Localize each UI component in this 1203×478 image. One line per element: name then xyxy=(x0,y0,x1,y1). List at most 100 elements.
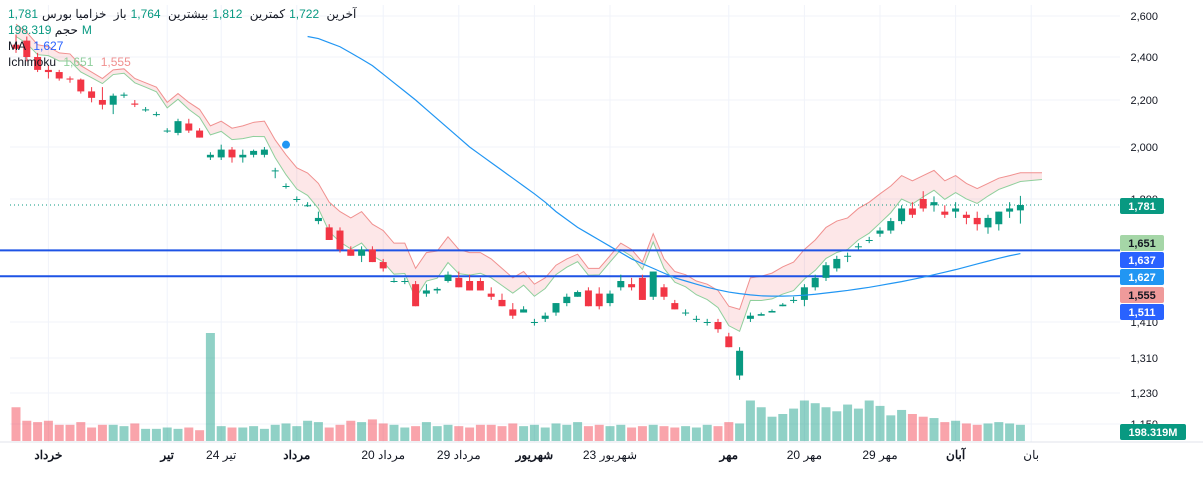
volume-bar xyxy=(76,422,86,441)
volume-bar xyxy=(227,427,237,441)
volume-bar xyxy=(389,424,399,441)
volume-bar xyxy=(756,407,766,441)
ichimoku-span-b xyxy=(15,23,1042,310)
low-label: کمترین xyxy=(249,7,286,21)
candle-body xyxy=(908,208,916,215)
candle-body xyxy=(714,322,722,330)
close-label: آخرین xyxy=(326,7,357,21)
volume-bar xyxy=(778,414,788,441)
volume-bar xyxy=(810,403,820,441)
candle-body xyxy=(131,103,139,105)
candle-body xyxy=(422,290,430,294)
volume-bar xyxy=(497,426,507,441)
volume-bar xyxy=(238,427,248,441)
candle-body xyxy=(606,293,614,304)
candle-body xyxy=(142,109,150,111)
volume-bars xyxy=(11,333,1025,441)
price-badge-label: 1,637 xyxy=(1128,255,1156,267)
time-axis: خرداد تیر 24 تیر مرداد 20 مرداد 29 مرداد شهریو… xyxy=(34,446,1039,463)
volume-bar xyxy=(637,426,647,441)
volume-bar xyxy=(400,427,410,441)
candle-body xyxy=(77,79,85,92)
volume-bar xyxy=(465,427,475,441)
volume-bar xyxy=(173,428,183,441)
volume-bar xyxy=(529,424,539,441)
volume-badge-bg xyxy=(1120,424,1186,440)
candle-body xyxy=(336,230,344,250)
candle-body xyxy=(1016,204,1024,211)
price-badge-label: 1,555 xyxy=(1128,290,1156,302)
volume-bar xyxy=(886,415,896,441)
volume-bar xyxy=(562,424,572,441)
candle-body xyxy=(347,249,355,256)
volume-bar xyxy=(724,422,734,441)
candle-body xyxy=(628,284,636,288)
volume-bar xyxy=(864,400,874,441)
x-tick-label: آبان xyxy=(946,446,967,462)
volume-bar xyxy=(119,426,129,441)
volume-bar xyxy=(475,424,485,441)
candle-body xyxy=(671,303,679,310)
volume-bar xyxy=(141,428,151,441)
volume-bar xyxy=(443,424,453,441)
candle-body xyxy=(941,211,949,215)
candle-body xyxy=(412,284,420,307)
x-tick-label: 23 شهریور xyxy=(583,448,637,462)
volume-bar xyxy=(270,424,280,441)
candle-body xyxy=(163,130,171,132)
candle-body xyxy=(304,205,312,207)
ichimoku-value-1: 1,651 xyxy=(63,55,94,69)
volume-bar xyxy=(605,426,615,441)
candle-body xyxy=(228,149,236,158)
candle-body xyxy=(962,214,970,218)
candle-body xyxy=(530,322,538,323)
price-badge-bg xyxy=(1120,252,1164,268)
volume-bar xyxy=(821,407,831,441)
volume-bar xyxy=(702,424,712,441)
volume-bar xyxy=(151,428,161,441)
candle-body xyxy=(271,170,279,172)
x-tick-label: تیر xyxy=(159,448,174,463)
high-value: 1,812 xyxy=(212,7,243,21)
volume-bar xyxy=(313,422,323,441)
candle-body xyxy=(379,262,387,269)
volume-bar xyxy=(659,426,669,441)
volume-bar xyxy=(108,424,118,441)
candle-body xyxy=(120,94,128,96)
volume-bar xyxy=(832,411,842,441)
volume-bar xyxy=(97,424,107,441)
volume-bar xyxy=(972,424,982,441)
candle-body xyxy=(487,293,495,297)
volume-bar xyxy=(735,423,745,441)
candle-body xyxy=(466,281,474,291)
candle-body xyxy=(865,240,873,241)
candle-body xyxy=(887,221,895,231)
volume-bar xyxy=(691,427,701,441)
volume-bar xyxy=(519,426,529,441)
volume-bar xyxy=(486,424,496,441)
candle-body xyxy=(206,154,214,158)
volume-bar xyxy=(454,426,464,441)
x-tick-label: 29 مهر xyxy=(862,448,897,462)
price-badge-label: 1,627 xyxy=(1128,272,1156,284)
candle-body xyxy=(984,217,992,228)
volume-bar xyxy=(367,419,377,441)
volume-row: حجم 198.319M xyxy=(8,22,360,38)
ichimoku-span-a xyxy=(15,36,1043,333)
candle-body xyxy=(250,150,258,155)
candle-body xyxy=(617,281,625,288)
ma-label: MA xyxy=(8,39,26,53)
x-tick-label: 20 مهر xyxy=(787,448,822,462)
candle-body xyxy=(563,296,571,304)
candle-body xyxy=(692,318,700,320)
candle-body xyxy=(660,287,668,297)
ichimoku-label: Ichimoku xyxy=(8,55,57,69)
price-badge-bg xyxy=(1120,198,1164,214)
ohlc-row: 1,781 آخرین 1,722کمترین 1,812بیشترین 1,76… xyxy=(8,6,360,22)
price-axis: 2,6002,4002,2002,0001,8001,4101,3101,230… xyxy=(1130,11,1158,431)
volume-bar xyxy=(799,400,809,441)
candle-body xyxy=(217,149,225,158)
candle-body xyxy=(552,303,560,313)
volume-bar xyxy=(292,426,302,441)
